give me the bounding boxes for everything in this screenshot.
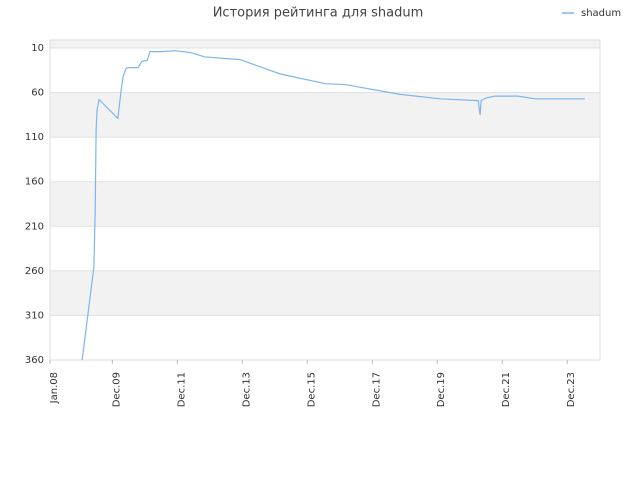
- x-tick-label: Dec.15: [306, 372, 317, 407]
- grid-band: [50, 92, 600, 138]
- x-tick-label: Dec.19: [436, 372, 447, 407]
- x-tick-label: Dec.21: [501, 372, 512, 407]
- x-tick-label: Dec.13: [241, 372, 252, 407]
- chart-title: История рейтинга для shadum: [213, 6, 424, 21]
- plot-border: [49, 39, 601, 361]
- grid-band: [50, 181, 600, 227]
- y-tick-label: 310: [25, 310, 44, 321]
- y-tick-label: 160: [25, 177, 44, 188]
- x-tick-label: Dec.11: [176, 372, 187, 407]
- x-tick-label: Dec.17: [371, 372, 382, 407]
- y-tick-label: 10: [31, 43, 44, 54]
- y-tick-label: 60: [31, 88, 44, 99]
- y-tick-label: 360: [25, 355, 44, 366]
- legend-label: shadum: [581, 8, 621, 19]
- x-tick-label: Dec.09: [111, 372, 122, 407]
- grid-band: [50, 270, 600, 316]
- y-tick-label: 110: [25, 132, 44, 143]
- grid-band: [50, 40, 600, 49]
- x-tick-label: Jan.08: [49, 372, 60, 404]
- y-tick-label: 210: [25, 221, 44, 232]
- series-line: [81, 50, 586, 361]
- y-tick-label: 260: [25, 266, 44, 277]
- x-tick-label: Dec.23: [566, 372, 577, 407]
